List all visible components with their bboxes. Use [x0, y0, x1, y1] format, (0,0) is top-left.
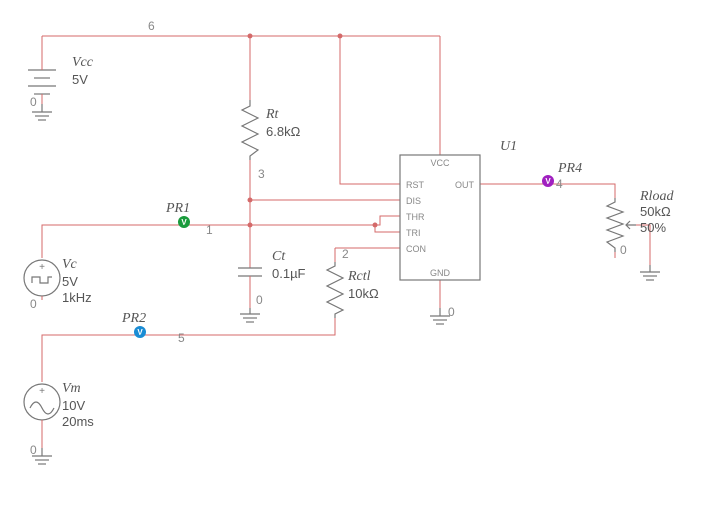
svg-text:V: V — [545, 177, 551, 186]
node-0-rload: 0 — [620, 243, 627, 257]
rt-value-label: 6.8kΩ — [266, 124, 301, 139]
rctl-value-label: 10kΩ — [348, 286, 379, 301]
node-2: 2 — [342, 247, 349, 261]
pr1-label: PR1 — [165, 201, 190, 216]
junction — [248, 223, 253, 228]
node-0-u1: 0 — [448, 305, 455, 319]
component-rt[interactable] — [242, 100, 258, 160]
component-vm[interactable]: + — [24, 384, 60, 420]
ct-value-label: 0.1µF — [272, 266, 306, 281]
node-3: 3 — [258, 167, 265, 181]
node-0-ct: 0 — [256, 293, 263, 307]
node-4: 4 — [556, 177, 563, 191]
schematic-canvas: Vcc 5V 0 Rt 6.8kΩ 3 6 Ct 0.1µF 0 Rctl 10… — [0, 0, 720, 510]
pr2-label: PR2 — [121, 311, 146, 326]
probe-pr1[interactable]: V — [178, 216, 190, 228]
svg-text:V: V — [137, 328, 143, 337]
vm-period-label: 20ms — [62, 414, 94, 429]
component-rctl[interactable] — [327, 262, 343, 318]
gnd-ct — [240, 308, 260, 322]
u1-pin-con: CON — [406, 244, 426, 254]
probe-pr4[interactable]: V — [542, 175, 554, 187]
rctl-name-label: Rctl — [347, 269, 371, 284]
node-0-vcc: 0 — [30, 95, 37, 109]
u1-pin-dis: DIS — [406, 196, 421, 206]
ct-name-label: Ct — [272, 249, 286, 264]
probe-pr2[interactable]: V — [134, 326, 146, 338]
junction — [338, 34, 343, 39]
node-1: 1 — [206, 223, 213, 237]
wire-tri — [375, 225, 400, 232]
wire-u1-rst — [340, 36, 400, 184]
u1-pin-tri: TRI — [406, 228, 421, 238]
vcc-value-label: 5V — [72, 72, 88, 87]
vc-freq-label: 1kHz — [62, 290, 92, 305]
wire-thr — [250, 216, 400, 225]
svg-text:V: V — [181, 218, 187, 227]
node-0-vm: 0 — [30, 443, 37, 457]
u1-pin-rst: RST — [406, 180, 425, 190]
vm-name-label: Vm — [62, 381, 81, 396]
u1-pin-gnd: GND — [430, 268, 451, 278]
pr4-label: PR4 — [557, 161, 582, 176]
rload-name-label: Rload — [639, 189, 674, 204]
junction — [248, 198, 253, 203]
svg-text:+: + — [39, 386, 45, 397]
svg-text:+: + — [39, 262, 45, 273]
node-6: 6 — [148, 19, 155, 33]
junction — [248, 34, 253, 39]
vcc-name-label: Vcc — [72, 55, 94, 70]
rload-value-label: 50kΩ — [640, 204, 671, 219]
component-vc[interactable]: + — [24, 260, 60, 296]
rt-name-label: Rt — [265, 107, 280, 122]
u1-pin-vcc: VCC — [430, 158, 450, 168]
vc-value-label: 5V — [62, 274, 78, 289]
gnd-rload — [640, 265, 660, 280]
component-ct[interactable] — [238, 258, 262, 288]
component-u1[interactable]: VCC RST DIS THR TRI CON OUT GND — [400, 155, 480, 280]
u1-pin-thr: THR — [406, 212, 425, 222]
node-0-vc: 0 — [30, 297, 37, 311]
wire-n1-left — [42, 225, 250, 258]
u1-name-label: U1 — [500, 139, 517, 154]
wire-rctl-bot — [42, 318, 335, 382]
rload-pct-label: 50% — [640, 220, 666, 235]
node-5: 5 — [178, 331, 185, 345]
junction — [373, 223, 378, 228]
vc-name-label: Vc — [62, 257, 78, 272]
vm-value-label: 10V — [62, 398, 85, 413]
gnd-u1 — [430, 308, 450, 324]
u1-pin-out: OUT — [455, 180, 475, 190]
